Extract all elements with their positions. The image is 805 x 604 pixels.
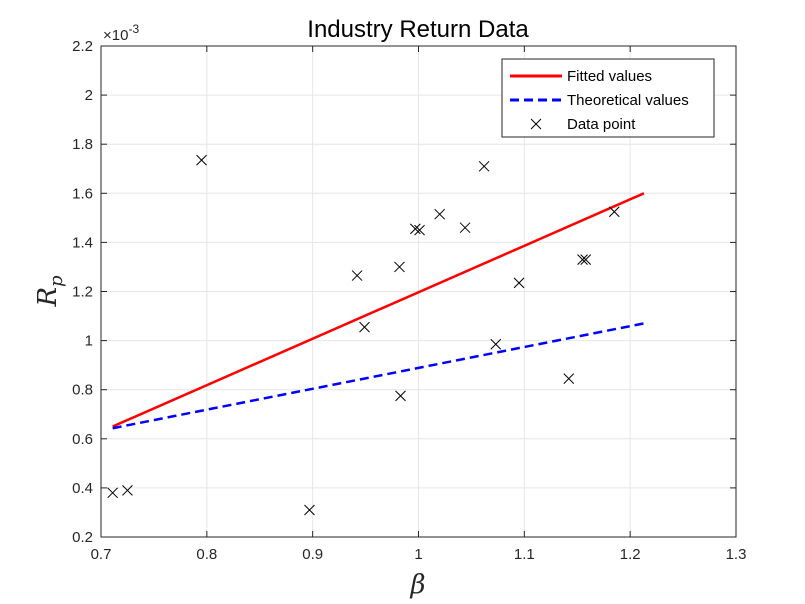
y-tick-label: 1.2 — [72, 284, 93, 301]
y-axis-label: Rp — [33, 275, 67, 308]
legend-label-fitted: Fitted values — [567, 68, 652, 85]
x-tick-label: 0.7 — [91, 546, 112, 563]
data-point-marker — [577, 254, 588, 265]
data-point-marker — [122, 485, 133, 496]
y-tick-label: 0.6 — [72, 431, 93, 448]
svg-text:Rp: Rp — [33, 275, 67, 308]
data-point-marker — [459, 222, 471, 234]
y-tick-label: 1.4 — [72, 234, 93, 251]
data-point-marker — [580, 254, 592, 265]
chart-title: Industry Return Data — [307, 16, 529, 43]
legend-label-theoretical: Theoretical values — [567, 92, 689, 109]
y-tick-label: 1.8 — [72, 136, 93, 153]
data-point-marker — [434, 208, 446, 220]
data-point-marker — [107, 487, 118, 499]
legend-marker-data-point — [530, 118, 542, 130]
data-point-marker — [395, 390, 406, 402]
y-tick-label: 2.2 — [72, 38, 93, 55]
x-tick-label: 1.1 — [514, 546, 535, 563]
data-point-marker — [414, 224, 425, 236]
x-tick-label: 0.9 — [302, 546, 323, 563]
data-point-marker — [478, 160, 490, 172]
theoretical-values-line — [112, 322, 645, 430]
y-tick-label: 2 — [85, 87, 93, 104]
data-point-marker — [304, 504, 315, 516]
x-tick-label: 1.2 — [620, 546, 641, 563]
legend-box — [501, 58, 715, 138]
data-point-marker — [351, 270, 363, 281]
data-point-marker — [490, 338, 502, 350]
y-tick-label: 0.8 — [72, 382, 93, 399]
data-point-marker — [513, 277, 525, 289]
ticks: 0.7 0.8 0.9 1 1.1 1.2 1.3 0.2 0.4 0.6 0.8 1 1.2 1.4 1.… — [72, 38, 746, 563]
x-tick-label: 1 — [414, 546, 422, 563]
legend: Fitted values Theoretical values Data po… — [501, 58, 715, 138]
y-exponent-label: ×10-3 — [103, 22, 139, 44]
x-axis-label: β — [409, 570, 425, 600]
data-point-marker — [409, 223, 421, 235]
y-tick-label: 0.2 — [72, 529, 93, 546]
y-tick-label: 0.4 — [72, 480, 93, 497]
data-point-marker — [394, 261, 405, 273]
fitted-values-line — [112, 192, 645, 428]
data-point-marker — [608, 206, 620, 218]
legend-label-data-point: Data point — [567, 116, 636, 133]
x-tick-label: 1.3 — [726, 546, 747, 563]
series-layer — [107, 154, 645, 516]
y-tick-label: 1.6 — [72, 185, 93, 202]
x-tick-label: 0.8 — [196, 546, 217, 563]
data-point-marker — [196, 154, 207, 166]
y-tick-label: 1 — [85, 333, 93, 350]
data-point-marker — [359, 321, 370, 333]
data-point-marker — [563, 373, 575, 385]
